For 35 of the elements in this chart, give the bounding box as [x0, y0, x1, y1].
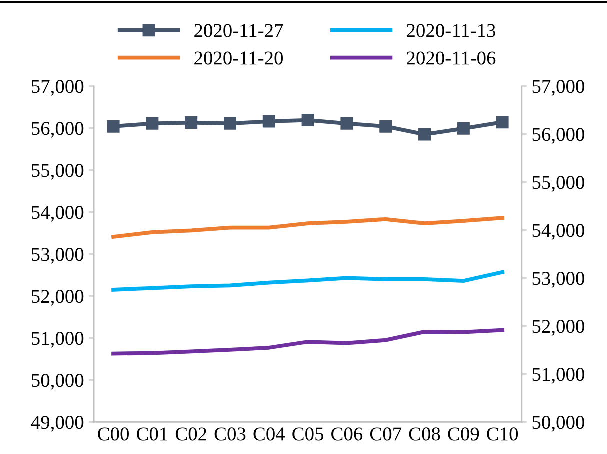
x-tick-label: C10	[487, 428, 518, 441]
x-tick-label: C03	[214, 428, 246, 441]
x-tick-label: C06	[332, 428, 363, 441]
x-tick-label: C08	[409, 428, 440, 441]
y2-tick-label: 52,000	[532, 320, 584, 336]
y2-tick-label: 54,000	[532, 224, 584, 240]
x-tick-label: C05	[292, 428, 324, 441]
line-series	[112, 216, 505, 239]
y2-tick-label: 57,000	[532, 80, 584, 96]
y-tick-label: 52,000	[32, 290, 84, 306]
line-series	[112, 270, 505, 292]
y2-tick-label: 51,000	[532, 368, 584, 384]
x-tick-label: C09	[448, 428, 480, 441]
y-tick-label: 53,000	[32, 248, 84, 264]
y2-tick-label: 53,000	[532, 272, 584, 288]
y2-tick-label: 55,000	[532, 176, 584, 192]
y-tick-label: 57,000	[32, 80, 84, 96]
legend-label: 2020-11-06	[407, 52, 496, 65]
y-tick-label: 56,000	[32, 122, 84, 138]
y-tick-label: 54,000	[32, 206, 84, 222]
legend-label: 2020-11-20	[194, 52, 284, 65]
y2-tick-label: 50,000	[532, 416, 584, 432]
legend-label: 2020-11-13	[407, 24, 496, 38]
y2-tick-label: 56,000	[532, 128, 584, 144]
x-tick-label: C02	[176, 428, 206, 441]
y-tick-label: 49,000	[31, 416, 84, 432]
legend-label: 2020-11-27	[194, 24, 284, 38]
line-series	[112, 328, 505, 356]
x-tick-label: C04	[254, 428, 286, 441]
y-tick-label: 50,000	[32, 374, 84, 390]
x-tick-label: C07	[370, 428, 402, 441]
x-tick-label: C01	[137, 428, 168, 441]
x-tick-label: C00	[98, 428, 129, 441]
y-tick-label: 51,000	[32, 332, 84, 348]
y-tick-label: 55,000	[32, 164, 84, 180]
